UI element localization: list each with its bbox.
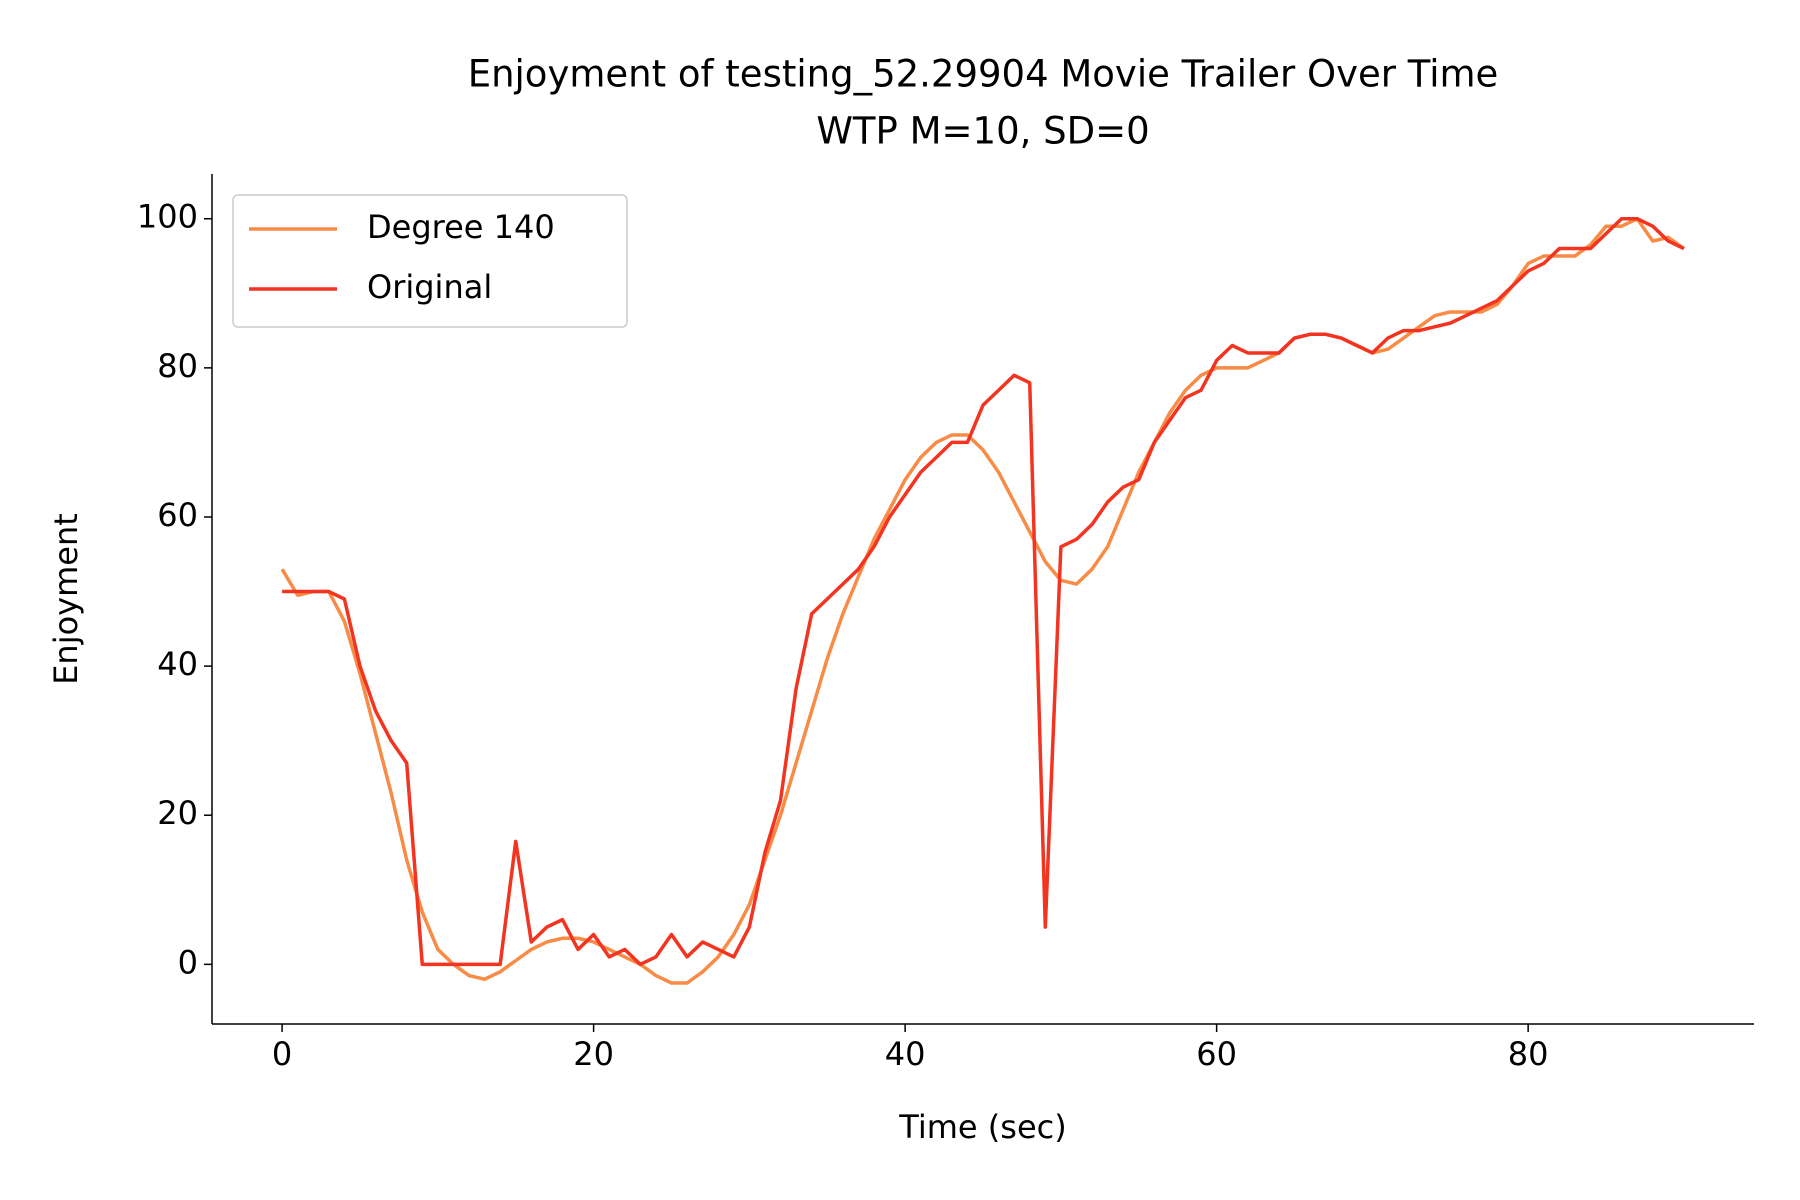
y-tick-label: 20 xyxy=(157,794,198,832)
y-tick-label: 100 xyxy=(137,198,198,236)
x-tick-label: 20 xyxy=(573,1035,614,1073)
data-line xyxy=(280,216,1685,985)
chart-title: Enjoyment of testing_52.29904 Movie Trai… xyxy=(468,53,1499,96)
y-axis-label: Enjoyment xyxy=(47,513,85,685)
x-tick-label: 0 xyxy=(272,1035,292,1073)
x-tick-label: 60 xyxy=(1196,1035,1237,1073)
y-tick-label: 60 xyxy=(157,496,198,534)
y-tick-label: 80 xyxy=(157,347,198,385)
y-tick-label: 0 xyxy=(178,943,198,981)
x-axis-label: Time (sec) xyxy=(898,1108,1066,1146)
y-tick-label: 40 xyxy=(157,645,198,683)
chart-subtitle: WTP M=10, SD=0 xyxy=(816,110,1149,153)
x-tick-label: 40 xyxy=(885,1035,926,1073)
x-tick-label: 80 xyxy=(1508,1035,1549,1073)
legend-label: Original xyxy=(367,268,492,306)
legend-label: Degree 140 xyxy=(367,208,555,246)
data-line xyxy=(282,216,1685,967)
